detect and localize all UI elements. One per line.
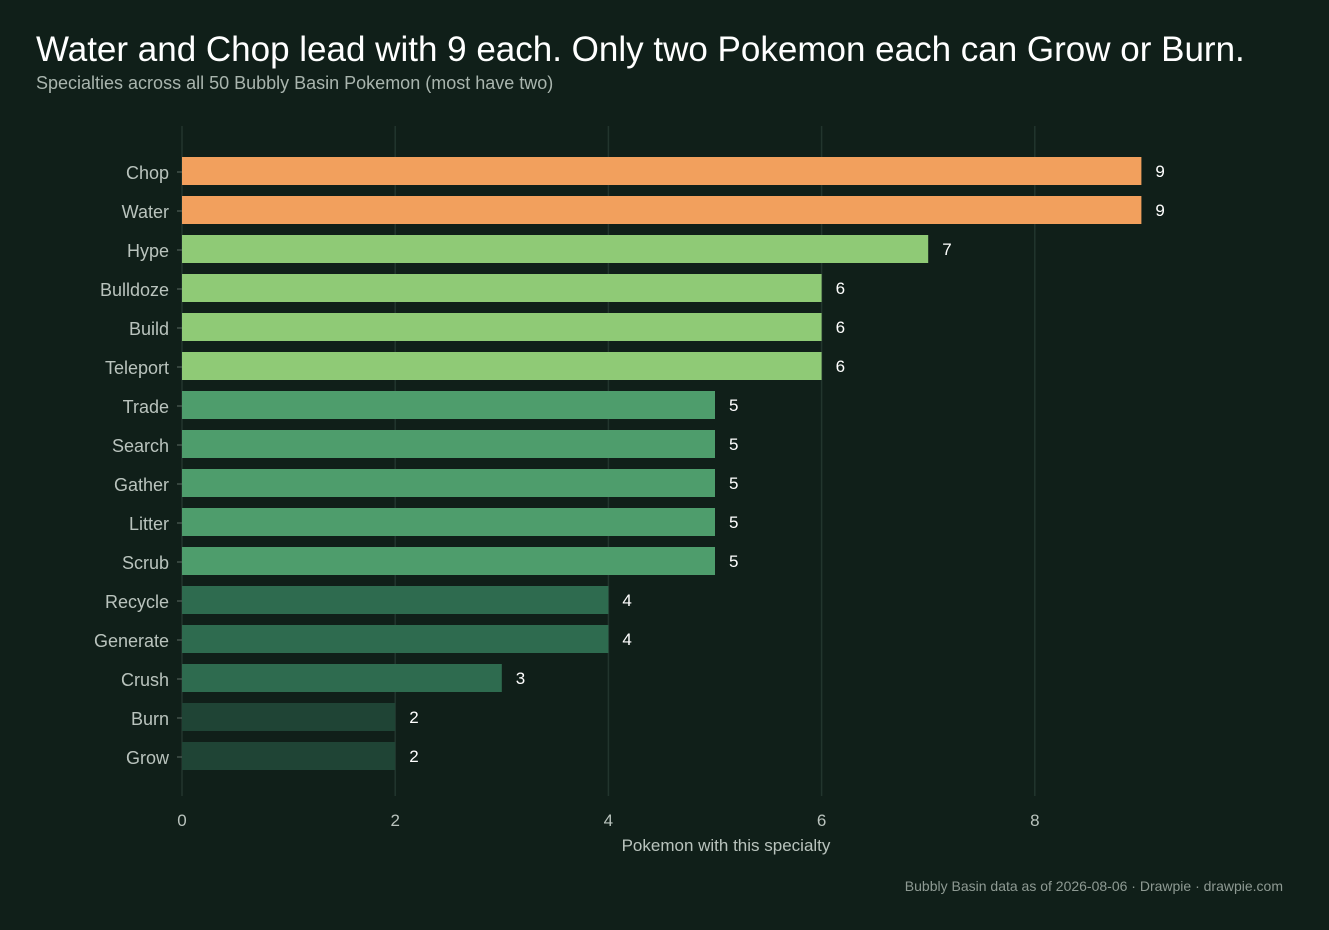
x-axis-ticks: 0 2 4 6 8 xyxy=(177,811,1039,830)
value-label-litter: 5 xyxy=(729,513,738,532)
category-label-gather: Gather xyxy=(114,475,169,495)
value-label-teleport: 6 xyxy=(836,357,845,376)
bar-gather xyxy=(182,469,715,497)
category-label-hype: Hype xyxy=(127,241,169,261)
value-label-trade: 5 xyxy=(729,396,738,415)
category-label-search: Search xyxy=(112,436,169,456)
value-label-build: 6 xyxy=(836,318,845,337)
value-label-hype: 7 xyxy=(942,240,951,259)
bar-hype xyxy=(182,235,929,263)
bar-grow xyxy=(182,742,396,770)
x-axis-title: Pokemon with this specialty xyxy=(622,836,831,855)
bar-bulldoze xyxy=(182,274,822,302)
x-tick-label: 2 xyxy=(390,811,399,830)
source-footer: Bubbly Basin data as of 2026-08-06 · Dra… xyxy=(904,878,1283,894)
value-label-scrub: 5 xyxy=(729,552,738,571)
bar-search xyxy=(182,430,715,458)
x-tick-label: 4 xyxy=(604,811,613,830)
category-label-scrub: Scrub xyxy=(122,553,169,573)
category-label-grow: Grow xyxy=(126,748,170,768)
category-label-litter: Litter xyxy=(129,514,169,534)
value-label-bulldoze: 6 xyxy=(836,279,845,298)
value-label-water: 9 xyxy=(1155,201,1164,220)
category-label-trade: Trade xyxy=(123,397,169,417)
category-label-burn: Burn xyxy=(131,709,169,729)
bar-chop xyxy=(182,157,1142,185)
bar-litter xyxy=(182,508,715,536)
value-label-search: 5 xyxy=(729,435,738,454)
value-label-gather: 5 xyxy=(729,474,738,493)
value-label-grow: 2 xyxy=(409,747,418,766)
category-label-water: Water xyxy=(122,202,169,222)
x-tick-label: 0 xyxy=(177,811,186,830)
category-label-chop: Chop xyxy=(126,163,169,183)
bar-build xyxy=(182,313,822,341)
bar-trade xyxy=(182,391,715,419)
gridlines xyxy=(181,126,1036,796)
value-label-chop: 9 xyxy=(1155,162,1164,181)
x-tick-label: 6 xyxy=(817,811,826,830)
bar-scrub xyxy=(182,547,715,575)
category-label-build: Build xyxy=(129,319,169,339)
category-label-bulldoze: Bulldoze xyxy=(100,280,169,300)
x-tick-label: 8 xyxy=(1030,811,1039,830)
bar-burn xyxy=(182,703,396,731)
bars xyxy=(182,157,1142,770)
bar-water xyxy=(182,196,1142,224)
bar-generate xyxy=(182,625,609,653)
category-label-teleport: Teleport xyxy=(105,358,169,378)
value-labels: 9 9 7 6 6 6 5 5 5 5 5 4 4 3 2 2 xyxy=(409,162,1165,766)
category-labels: Chop Water Hype Bulldoze Build Teleport Trade S… xyxy=(94,163,182,768)
category-label-generate: Generate xyxy=(94,631,169,651)
bar-recycle xyxy=(182,586,609,614)
value-label-generate: 4 xyxy=(622,630,631,649)
bar-crush xyxy=(182,664,502,692)
bar-teleport xyxy=(182,352,822,380)
value-label-recycle: 4 xyxy=(622,591,631,610)
value-label-crush: 3 xyxy=(516,669,525,688)
chart-subtitle: Specialties across all 50 Bubbly Basin P… xyxy=(36,73,554,93)
category-label-crush: Crush xyxy=(121,670,169,690)
value-label-burn: 2 xyxy=(409,708,418,727)
chart-title: Water and Chop lead with 9 each. Only tw… xyxy=(36,30,1245,69)
category-label-recycle: Recycle xyxy=(105,592,169,612)
